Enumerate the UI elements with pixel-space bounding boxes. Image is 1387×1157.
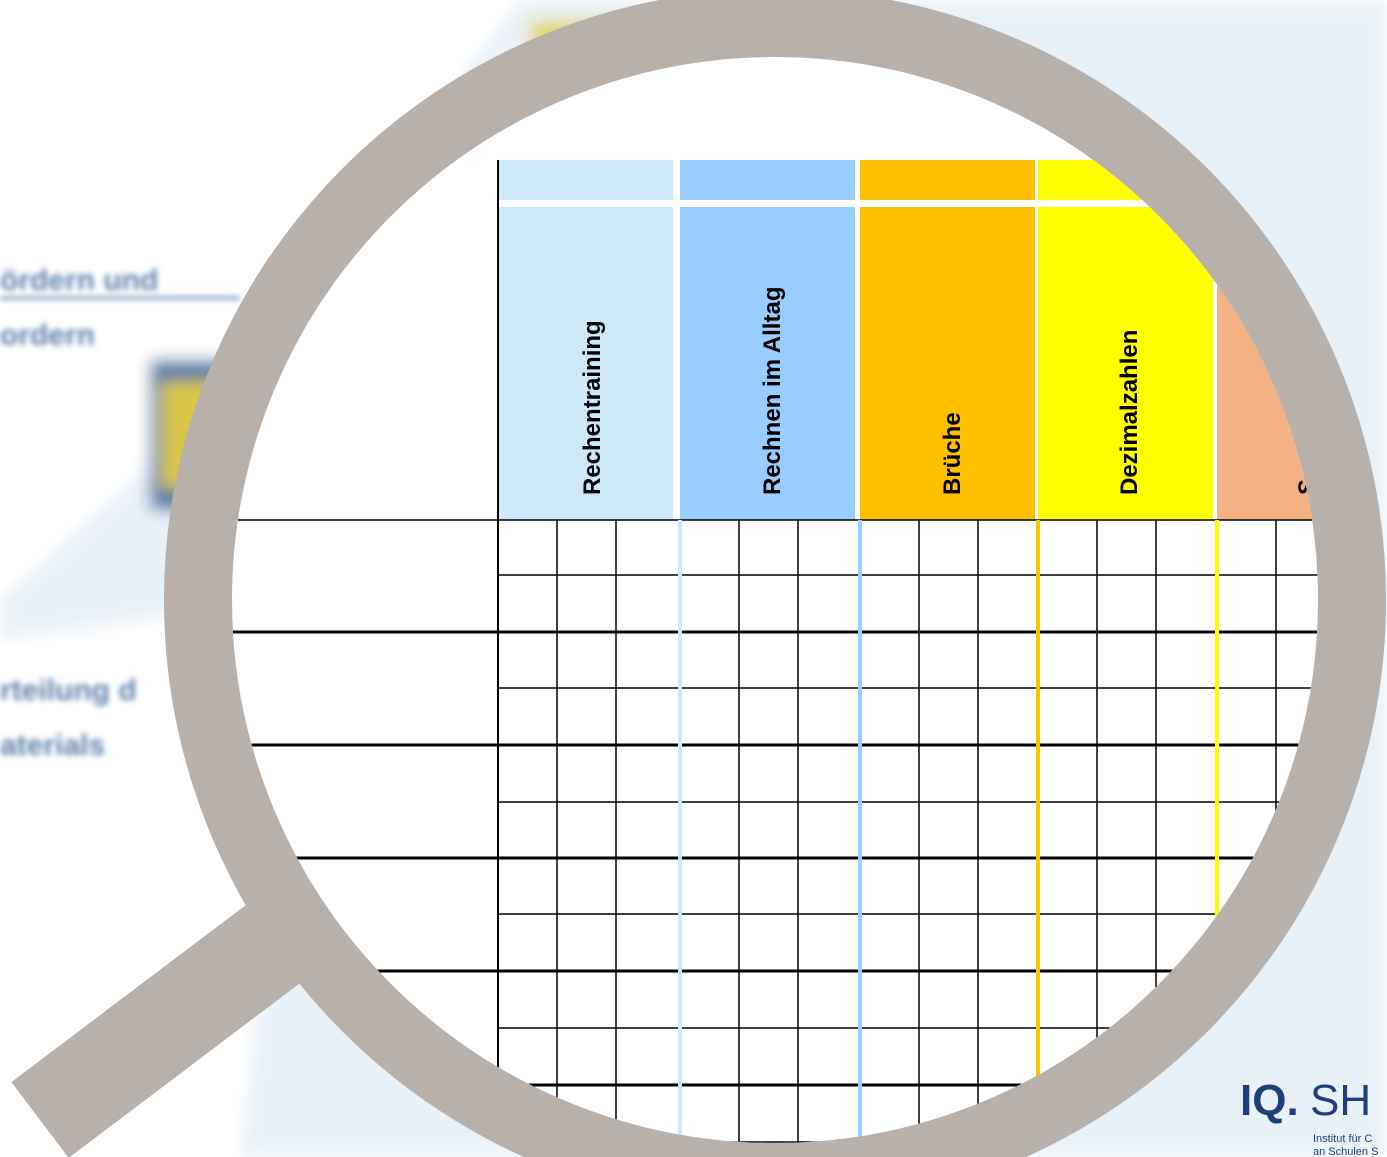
logo-mark: IQ.: [1240, 1076, 1299, 1125]
magnifier-handle: [11, 897, 314, 1157]
magnifier-ring: [164, 0, 1386, 1157]
column-header: Brüche: [939, 412, 966, 495]
header-cell: [1038, 207, 1213, 520]
bg-heading: ordern: [0, 319, 95, 352]
group-band: [680, 160, 855, 200]
header-cell: [860, 207, 1035, 520]
background-text: ördern und ordern rteilung d aterials: [0, 264, 240, 762]
header-cell: [498, 207, 673, 520]
logo: IQ. SH Institut für C an Schulen S: [1240, 1076, 1378, 1157]
logo-line: Institut für C: [1313, 1133, 1372, 1145]
bg-heading: ördern und: [0, 264, 158, 297]
bg-heading: aterials: [0, 729, 105, 762]
bg-heading: rteilung d: [0, 674, 137, 707]
group-band: [498, 160, 673, 200]
column-header: Rechentraining: [579, 320, 606, 495]
table: Rechentraining Rechnen im Alltag Brüche Dez…: [232, 160, 1318, 1143]
header-cell: [680, 207, 855, 520]
column-header: Dezimalzahlen: [1116, 330, 1143, 495]
column-header: Rechnen im Alltag: [759, 287, 786, 495]
group-band: [860, 160, 1035, 200]
logo-line: an Schulen S: [1313, 1146, 1378, 1157]
logo-name: SH: [1310, 1076, 1371, 1125]
